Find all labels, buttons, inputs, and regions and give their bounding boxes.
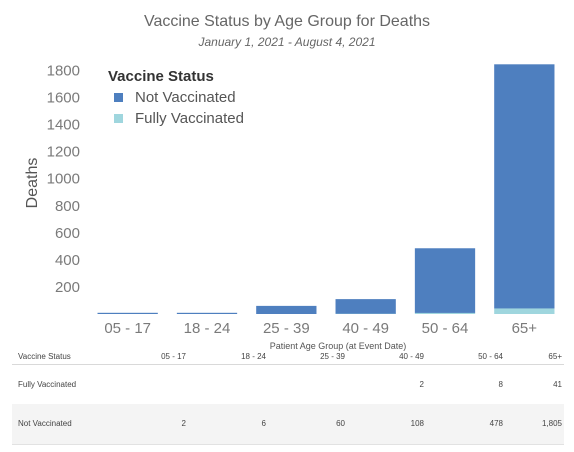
table-cell: 478 xyxy=(426,404,505,445)
bar-chart: 200 400 600 800 1000 1200 1400 1600 1800 05 - 17… xyxy=(24,63,555,351)
bar-not-vaccinated xyxy=(256,305,317,314)
bar-not-vaccinated xyxy=(97,312,158,314)
table-row: Not Vaccinated 2 6 60 108 478 1,805 xyxy=(12,404,564,445)
x-tick-label: 40 - 49 xyxy=(342,320,389,337)
y-tick-label: 1000 xyxy=(47,171,80,188)
table-column-header: 05 - 17 xyxy=(116,350,188,365)
legend-title: Vaccine Status xyxy=(108,68,214,85)
legend-swatch-fully-vaccinated xyxy=(114,114,123,123)
legend-label: Fully Vaccinated xyxy=(135,110,244,127)
table-column-header: 25 - 39 xyxy=(268,350,347,365)
table-cell: 41 xyxy=(553,379,562,389)
x-tick-label: 05 - 17 xyxy=(104,320,151,337)
table-corner-header: Vaccine Status xyxy=(12,350,116,365)
chart-subtitle: January 1, 2021 - August 4, 2021 xyxy=(198,35,376,49)
y-tick-label: 400 xyxy=(55,252,80,269)
table-cell: 2 xyxy=(419,379,424,389)
table-row-label: Not Vaccinated xyxy=(12,404,116,445)
table-header-row: Vaccine Status 05 - 17 18 - 24 25 - 39 4… xyxy=(12,350,564,365)
table-column-header: 18 - 24 xyxy=(188,350,268,365)
chart-title: Vaccine Status by Age Group for Deaths xyxy=(143,13,431,30)
y-tick-label: 600 xyxy=(55,225,80,242)
table-cell xyxy=(116,364,188,404)
table-cell: 6 xyxy=(188,404,268,445)
table-cell xyxy=(268,364,347,404)
y-tick-label: 800 xyxy=(55,198,80,215)
table-cell: 108 xyxy=(347,404,426,445)
table-cell: 8 xyxy=(498,379,503,389)
legend-swatch-not-vaccinated xyxy=(114,93,123,102)
x-tick-label: 25 - 39 xyxy=(263,320,310,337)
legend-item-fully-vaccinated[interactable]: Fully Vaccinated xyxy=(108,108,244,129)
bar-not-vaccinated xyxy=(494,64,555,309)
table-row-label: Fully Vaccinated xyxy=(18,379,77,389)
data-table: Vaccine Status 05 - 17 18 - 24 25 - 39 4… xyxy=(12,350,564,445)
legend-label: Not Vaccinated xyxy=(135,89,236,106)
y-tick-label: 1600 xyxy=(47,90,80,107)
table-column-header: 65+ xyxy=(505,350,564,365)
legend: Vaccine Status Not Vaccinated Fully Vacc… xyxy=(108,68,244,129)
table-row: Fully Vaccinated 2 8 41 xyxy=(12,364,564,404)
table-column-header: 40 - 49 xyxy=(347,350,426,365)
bar-not-vaccinated xyxy=(335,299,396,314)
table-cell: 1,805 xyxy=(505,404,564,445)
legend-item-not-vaccinated[interactable]: Not Vaccinated xyxy=(108,87,244,108)
y-axis-label: Deaths xyxy=(24,158,41,209)
table-column-header: 50 - 64 xyxy=(426,350,505,365)
x-axis-label: Patient Age Group (at Event Date) xyxy=(270,341,407,351)
bar-not-vaccinated xyxy=(176,312,238,314)
x-tick-label: 65+ xyxy=(512,320,538,337)
y-tick-label: 1400 xyxy=(47,117,80,134)
bars xyxy=(97,64,555,314)
x-tick-label: 50 - 64 xyxy=(422,320,469,337)
y-tick-label: 1800 xyxy=(47,63,80,80)
x-axis-ticks: 05 - 17 18 - 24 25 - 39 40 - 49 50 - 64 65+ xyxy=(104,320,537,337)
table-cell: 60 xyxy=(268,404,347,445)
y-axis-ticks: 200 400 600 800 1000 1200 1400 1600 1800 xyxy=(47,63,80,296)
y-tick-label: 1200 xyxy=(47,144,80,161)
bar-not-vaccinated xyxy=(414,248,476,313)
bar-fully-vaccinated xyxy=(414,312,476,314)
table-cell xyxy=(188,364,268,404)
x-tick-label: 18 - 24 xyxy=(184,320,231,337)
y-tick-label: 200 xyxy=(55,279,80,296)
table-cell: 2 xyxy=(116,404,188,445)
bar-fully-vaccinated xyxy=(494,308,555,314)
